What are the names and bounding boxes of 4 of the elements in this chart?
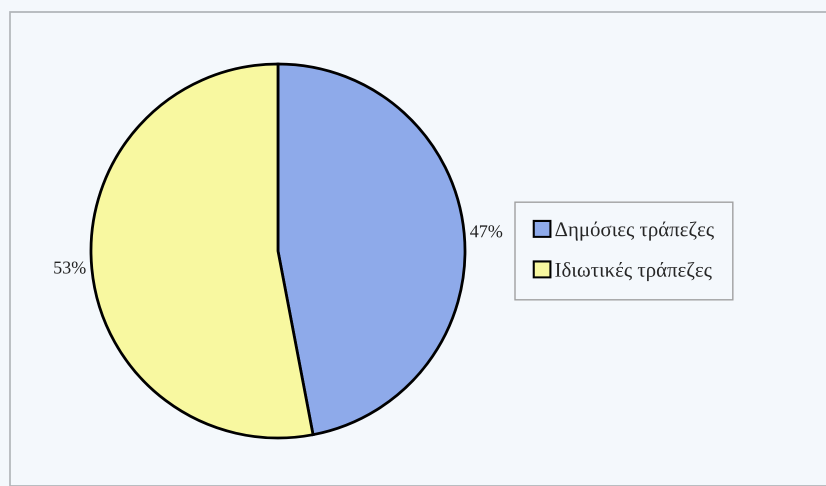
data-label: 53% <box>54 261 86 274</box>
data-label: 47% <box>470 225 502 238</box>
legend-label: Ιδιωτικές τράπεζες <box>555 262 712 282</box>
legend-label: Δημόσιες τράπεζες <box>555 221 714 241</box>
